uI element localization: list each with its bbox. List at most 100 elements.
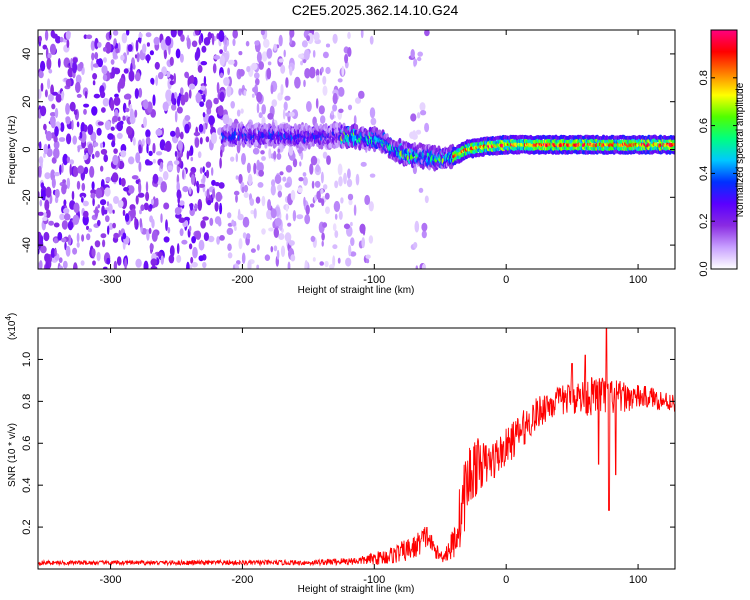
spectrogram-cell <box>179 200 185 206</box>
spectrogram-cell <box>149 203 153 209</box>
spectrogram-cell <box>193 204 199 210</box>
spectrogram-cell <box>81 197 84 203</box>
spectrogram-cell <box>106 201 110 207</box>
spectrogram-cell <box>148 150 153 157</box>
spectrogram-cell <box>104 120 111 131</box>
spectrogram-cell <box>122 209 126 216</box>
spectrogram-cell <box>118 229 121 238</box>
spectrogram-cell <box>324 260 329 268</box>
spectrogram-cell <box>105 215 110 223</box>
spectrogram-cell <box>302 172 307 177</box>
spectrogram-cell <box>312 257 316 262</box>
spectrogram-cell <box>196 47 201 59</box>
spectrogram-cell <box>44 30 49 41</box>
spectrogram-cell <box>67 234 72 246</box>
spectrogram-cell <box>337 78 343 83</box>
spectrogram-cell <box>213 97 219 105</box>
spectrogram-cell <box>313 31 320 41</box>
spectrogram-cell <box>298 53 304 59</box>
spectrogram-cell <box>296 214 304 220</box>
spectrogram-cell <box>81 182 86 192</box>
spectrogram-cell <box>141 138 145 147</box>
spectrogram-cell <box>113 148 118 154</box>
spectrogram-cell <box>231 219 235 227</box>
spectrogram-cell <box>227 67 231 76</box>
x-tick-label: -300 <box>100 274 122 286</box>
spectrogram-cell <box>283 49 286 58</box>
spectrogram-cell <box>179 228 184 237</box>
spectrogram-cell <box>100 165 104 172</box>
spectrogram-cell <box>165 89 173 102</box>
spectrogram-cell <box>38 70 44 79</box>
spectrogram-cell <box>203 75 207 86</box>
spectrogram-cell <box>97 204 100 209</box>
spectrogram-cell <box>69 159 75 165</box>
spectrogram-cell <box>45 209 51 218</box>
spectrogram-cell <box>174 110 178 123</box>
spectrogram-cell <box>143 116 147 128</box>
spectrogram-cell <box>151 230 158 242</box>
spectrogram-cell <box>241 186 245 193</box>
spectrogram-cell <box>310 235 316 242</box>
spectrogram-cell <box>38 35 42 43</box>
spectrogram-cell <box>341 65 345 77</box>
spectrogram-cell <box>266 48 273 59</box>
spectrogram-cell <box>242 232 247 239</box>
spectrogram-cell <box>284 182 291 188</box>
spectrogram-cell <box>309 163 314 175</box>
spectrogram-cell <box>238 51 243 56</box>
spectrogram-cell <box>346 178 353 188</box>
spectrogram-cell <box>146 53 150 64</box>
spectrogram-cell <box>173 160 180 166</box>
spectrogram-cell <box>232 30 238 39</box>
spectrogram-cell <box>672 150 675 155</box>
spectrogram-cell <box>310 155 318 166</box>
spectrogram-cell <box>86 34 93 40</box>
spectrogram-cell <box>217 105 224 117</box>
spectrogram-cell <box>127 44 133 52</box>
spectrogram-cell <box>61 163 64 173</box>
x-tick-label: -200 <box>231 574 253 586</box>
spectrogram-cell <box>287 261 291 269</box>
spectrogram-cell <box>102 74 108 81</box>
spectrogram-cell <box>134 72 141 82</box>
spectrogram-cell <box>143 260 149 269</box>
spectrogram-cell <box>134 54 138 59</box>
spectrogram-cell <box>50 30 55 38</box>
spectrogram-cell <box>369 173 376 178</box>
spectrogram-cell <box>325 43 331 48</box>
spectrogram-cell <box>368 201 374 212</box>
spectrogram-cell <box>138 161 142 173</box>
spectrogram-cell <box>54 188 60 199</box>
spectrogram-cell <box>128 156 135 165</box>
spectrogram-cell <box>290 189 296 201</box>
spectrogram-cell <box>280 245 286 258</box>
spectrogram-cell <box>210 132 217 145</box>
spectrogram-cell <box>270 208 277 219</box>
spectrogram-cell <box>126 126 133 136</box>
spectrogram-cell <box>285 165 293 173</box>
spectrogram-cell <box>153 36 160 46</box>
spectrogram-cell <box>79 61 84 69</box>
spectrogram-cell <box>207 199 212 206</box>
spectrogram-cell <box>72 61 78 74</box>
spectrogram-cell <box>155 75 159 86</box>
spectrogram-cell <box>355 124 359 131</box>
spectrogram-cell <box>232 38 236 47</box>
spectrogram-cell <box>54 172 60 177</box>
spectrogram-cell <box>113 232 120 239</box>
spectrogram-cell <box>194 137 200 148</box>
spectrogram-cell <box>338 176 343 187</box>
spectrogram-cell <box>421 263 426 269</box>
spectrogram-cell <box>79 192 87 199</box>
snr-frame <box>37 327 676 570</box>
spectrogram-cell <box>274 174 282 185</box>
spectrogram-cell <box>409 131 416 139</box>
spectrogram-cell <box>42 44 48 50</box>
spectrogram-cell <box>145 191 150 202</box>
spectrogram-cell <box>347 193 354 201</box>
spectrogram-cell <box>162 171 169 181</box>
spectrogram-cell <box>365 254 371 259</box>
spectrogram-cell <box>40 182 45 189</box>
spectrogram-cell <box>279 171 284 176</box>
